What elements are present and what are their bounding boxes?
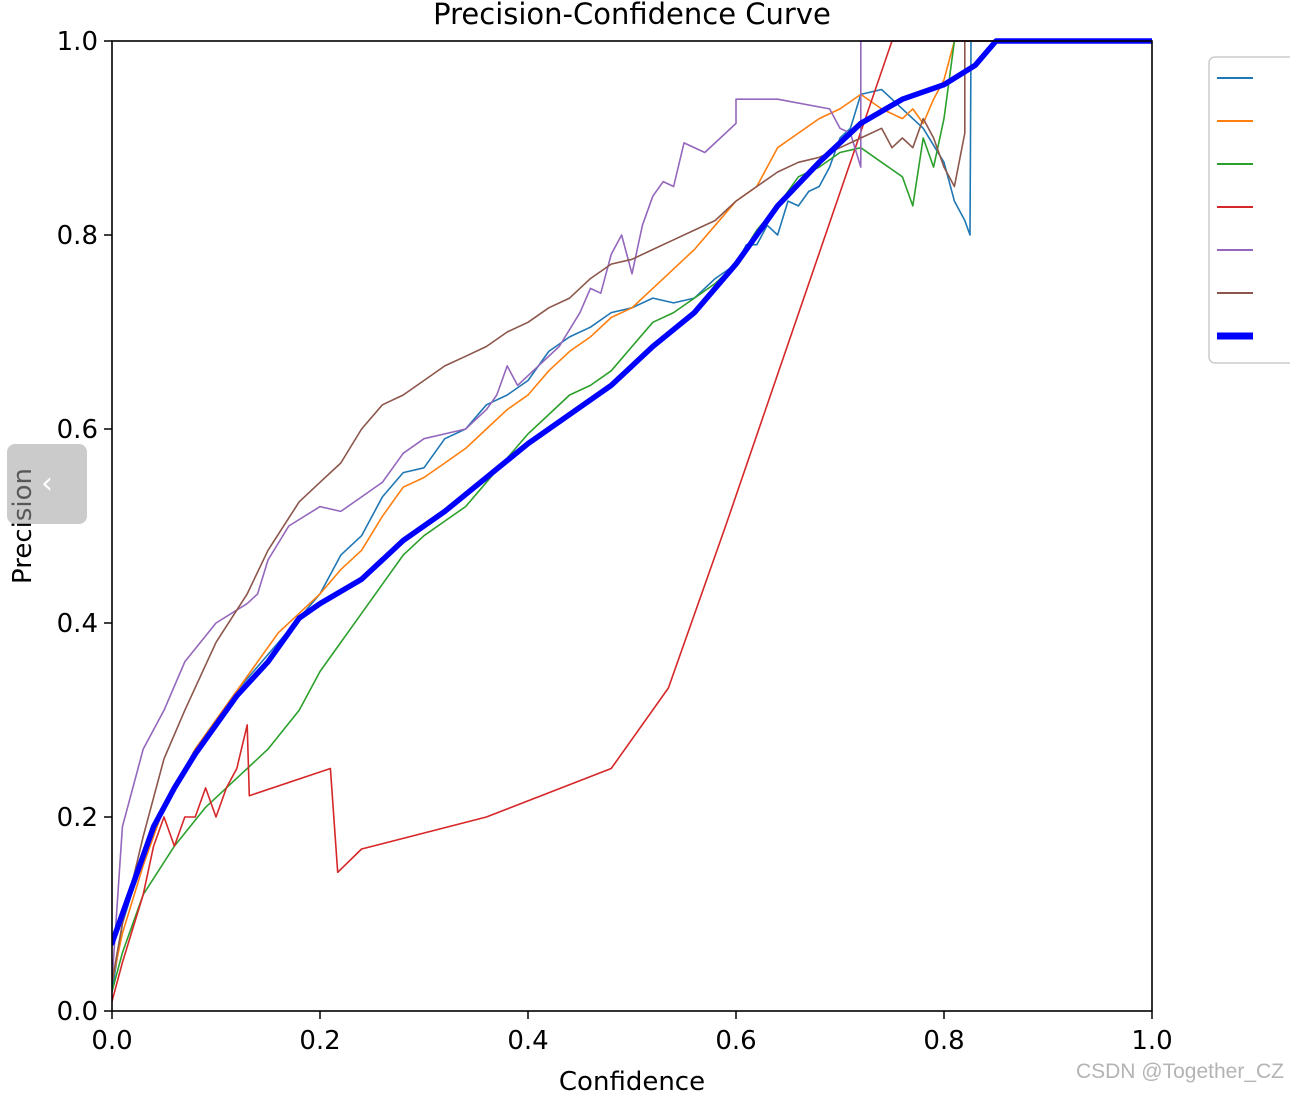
x-tick-label: 0.0 <box>91 1026 132 1056</box>
legend-box <box>1208 56 1290 364</box>
x-tick-label: 0.6 <box>715 1026 756 1056</box>
series-line-class-1 <box>112 40 1152 993</box>
legend-items <box>1217 77 1253 340</box>
series-line-class-6 <box>112 40 1152 983</box>
x-axis: 0.0 0.2 0.4 0.6 0.8 1.0 <box>91 1011 1173 1056</box>
watermark: CSDN @Together_CZ <box>1075 1060 1284 1083</box>
collapse-sidebar-button[interactable]: ‹ <box>7 444 87 524</box>
series-line-class-4 <box>112 40 1152 1003</box>
y-tick-label: 0.4 <box>57 609 98 639</box>
legend <box>1208 56 1290 364</box>
series-line-class-2 <box>112 40 1152 983</box>
series-line-all-classes <box>112 38 1152 946</box>
y-axis: 0.0 0.2 0.4 0.6 0.8 1.0 <box>57 27 112 1027</box>
series-line-class-3 <box>112 40 1152 993</box>
plot-lines <box>112 38 1152 1003</box>
series-line-class-5 <box>112 40 1152 983</box>
y-tick-label: 0.8 <box>57 221 98 251</box>
y-tick-label: 0.0 <box>57 997 98 1027</box>
x-tick-label: 0.4 <box>507 1026 548 1056</box>
y-tick-label: 1.0 <box>57 27 98 57</box>
plot-frame <box>111 40 1153 1012</box>
y-tick-label: 0.6 <box>57 415 98 445</box>
x-tick-label: 0.2 <box>299 1026 340 1056</box>
y-tick-label: 0.2 <box>57 803 98 833</box>
x-axis-label: Confidence <box>559 1067 705 1094</box>
x-tick-label: 0.8 <box>923 1026 964 1056</box>
chevron-left-icon: ‹ <box>41 466 53 501</box>
chart-title: Precision-Confidence Curve <box>433 0 831 31</box>
x-tick-label: 1.0 <box>1131 1026 1172 1056</box>
